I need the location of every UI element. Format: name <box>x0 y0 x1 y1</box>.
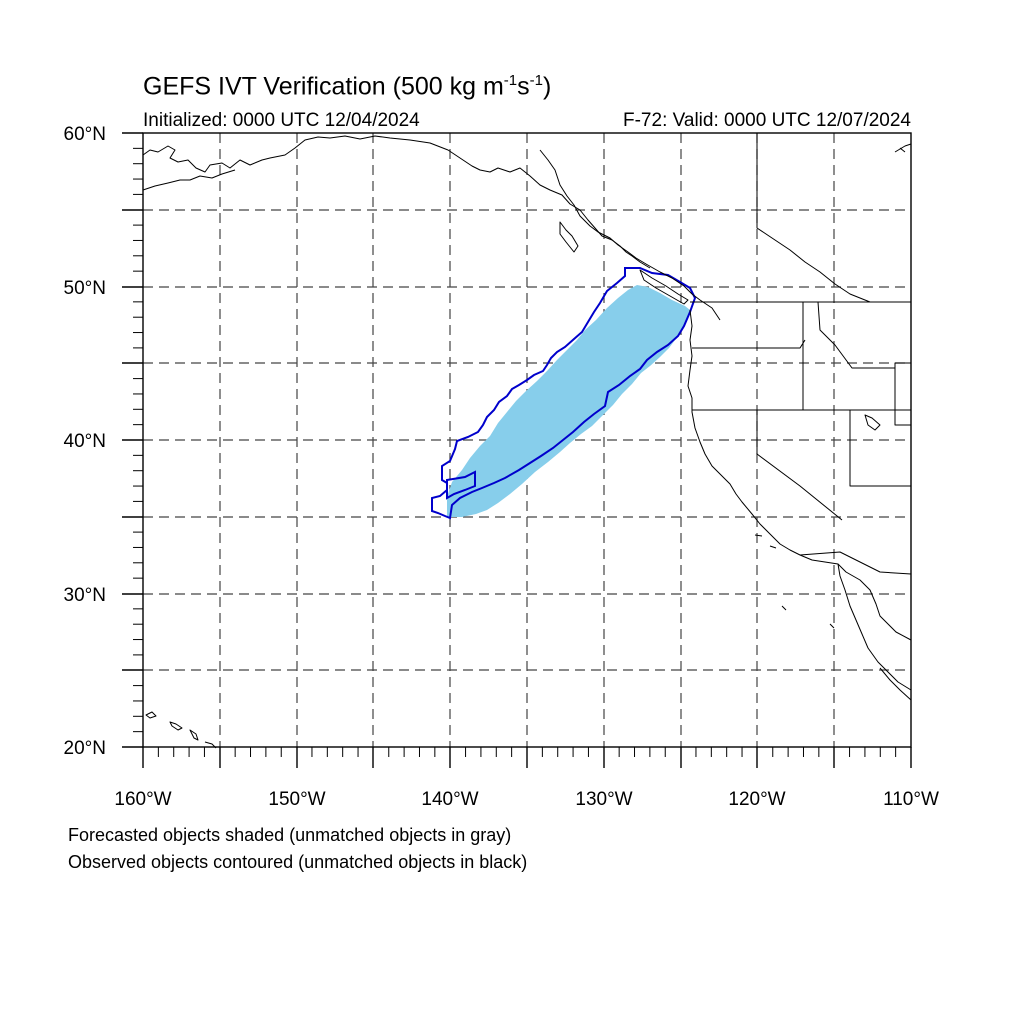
footer-forecast-note: Forecasted objects shaded (unmatched obj… <box>68 825 512 845</box>
border-wa-or <box>692 339 806 349</box>
minor-tick-marks <box>133 147 897 757</box>
tick-marks <box>122 132 912 768</box>
island-haida <box>559 221 579 253</box>
coast-baja <box>837 563 912 641</box>
grid-lines <box>143 133 911 747</box>
lat-labels: 20°N 30°N 40°N 50°N 60°N <box>64 124 106 759</box>
island-vancouver <box>639 269 689 305</box>
lat-label-40n: 40°N <box>64 431 106 452</box>
valid-time-label: F-72: Valid: 0000 UTC 12/07/2024 <box>623 110 911 131</box>
lon-label-150w: 150°W <box>268 789 325 810</box>
lon-labels: 160°W 150°W 140°W 130°W 120°W 110°W <box>114 789 939 810</box>
lat-label-20n: 20°N <box>64 738 106 759</box>
lat-label-30n: 30°N <box>64 585 106 606</box>
coastlines <box>142 133 912 749</box>
islands-channel <box>754 534 835 629</box>
coast-bc <box>539 149 721 321</box>
border-wy <box>894 363 911 426</box>
border-mt <box>817 301 911 369</box>
coast-us-west <box>687 309 912 691</box>
border-us-mexico <box>799 551 912 575</box>
map-title: GEFS IVT Verification (500 kg m-1s-1) <box>143 72 552 101</box>
footer-observed-note: Observed objects contoured (unmatched ob… <box>68 852 528 872</box>
lon-label-130w: 130°W <box>575 789 632 810</box>
coast-mexico <box>879 667 912 701</box>
lon-label-120w: 120°W <box>728 789 785 810</box>
lon-label-140w: 140°W <box>421 789 478 810</box>
initialized-label: Initialized: 0000 UTC 12/04/2024 <box>143 110 420 131</box>
lat-label-50n: 50°N <box>64 278 106 299</box>
lake-salt <box>864 414 881 431</box>
coast-hudson <box>894 143 912 153</box>
lat-label-60n: 60°N <box>64 124 106 145</box>
islands-hawaii <box>145 711 217 749</box>
coast-alaska-sw <box>142 169 236 191</box>
lon-label-160w: 160°W <box>114 789 171 810</box>
forecast-object-shade <box>447 285 690 517</box>
lon-label-110w: 110°W <box>883 789 939 810</box>
border-nv-ut <box>849 410 911 487</box>
observed-object-contour <box>431 267 697 520</box>
coast-alaska <box>142 135 651 269</box>
border-canada-east <box>756 133 871 303</box>
border-ca-nv <box>756 410 843 521</box>
